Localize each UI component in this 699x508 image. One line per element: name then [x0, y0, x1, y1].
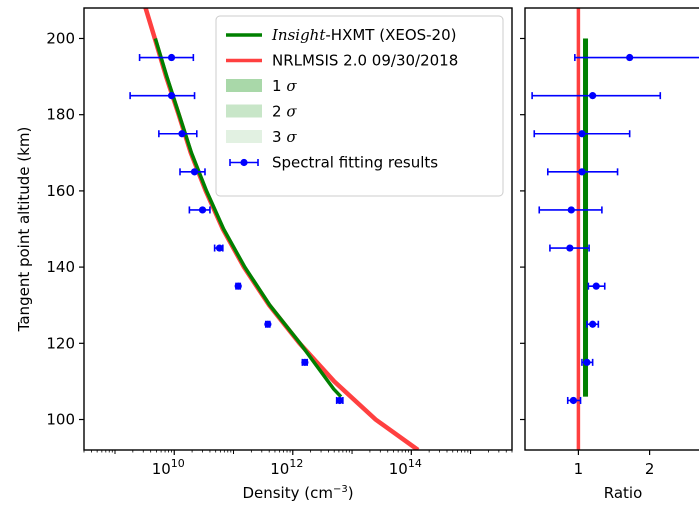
ratio-fit-point — [533, 130, 631, 138]
ratio-fit-point — [581, 358, 594, 366]
ratio-hxmt-band — [583, 38, 589, 397]
y-tick-label: 140 — [46, 258, 75, 276]
y-tick-label: 160 — [46, 182, 75, 200]
legend-label: 3 σ — [272, 128, 297, 146]
spectral-fit-point — [158, 130, 198, 138]
legend-swatch — [226, 79, 262, 92]
x-tick-label: 1010 — [152, 457, 185, 478]
legend-entry: 3 σ — [226, 128, 297, 146]
legend-entry: 2 σ — [226, 103, 297, 121]
spectral-fit-point — [138, 53, 195, 62]
legend-frame — [215, 15, 504, 197]
legend-entry: 1 σ — [226, 77, 297, 95]
spectral-fit-point — [129, 92, 196, 100]
ratio-plot: 1 2 Ratio — [520, 7, 699, 502]
legend-label: Insight-HXMT (XEOS-20) — [271, 26, 457, 44]
density-plot-frame — [83, 7, 513, 451]
legend-label: 1 σ — [272, 77, 297, 95]
ratio-fit-point — [549, 244, 590, 252]
ratio-plot-frame — [524, 7, 699, 451]
ratio-fit-point — [586, 320, 600, 328]
ratio-fit-point — [538, 206, 603, 214]
legend-label: Spectral fitting results — [272, 154, 438, 172]
spectral-fit-point — [335, 396, 344, 405]
ratio-fit-point — [531, 92, 662, 100]
legend-entry: NRLMSIS 2.0 09/30/2018 — [226, 52, 458, 70]
spectral-fit-point — [188, 206, 211, 214]
ratio-x-tick-label: 2 — [645, 460, 655, 478]
ratio-fit-point — [587, 282, 606, 290]
y-axis-label: Tangent point altitude (km) — [15, 127, 33, 333]
spectral-fit-point — [301, 358, 309, 366]
ratio-x-tick-label: 1 — [574, 460, 584, 478]
legend-label: NRLMSIS 2.0 09/30/2018 — [272, 52, 458, 70]
ratio-x-axis-label: Ratio — [604, 484, 643, 502]
hxmt-profile-line — [153, 37, 343, 398]
spectral-fit-point — [179, 168, 206, 176]
y-tick-label: 180 — [46, 106, 75, 124]
legend-label: 2 σ — [272, 103, 297, 121]
ratio-fit-point — [566, 396, 582, 405]
spectral-fit-point — [234, 282, 242, 290]
legend-swatch — [240, 158, 248, 167]
x-tick-label: 1014 — [389, 457, 422, 478]
legend-entry: Insight-HXMT (XEOS-20) — [226, 26, 457, 44]
legend-swatch — [226, 130, 262, 143]
ratio-fit-point — [574, 53, 699, 62]
y-tick-label: 120 — [46, 334, 75, 352]
y-tick-label: 100 — [46, 411, 75, 429]
density-plot: 100 120 140 160 180 200 1010 1012 1014 Insight-H… — [15, 7, 513, 502]
ratio-fit-point — [546, 168, 619, 176]
y-tick-label: 200 — [46, 29, 75, 47]
legend: Insight-HXMT (XEOS-20) NRLMSIS 2.0 09/30/… — [215, 15, 504, 197]
spectral-fit-point — [264, 320, 272, 328]
x-tick-label: 1012 — [270, 457, 303, 478]
spectral-fit-point — [213, 244, 224, 252]
legend-swatch — [226, 104, 262, 118]
legend-entry: Spectral fitting results — [229, 154, 438, 172]
x-axis-label: Density (cm−3) — [242, 484, 353, 502]
